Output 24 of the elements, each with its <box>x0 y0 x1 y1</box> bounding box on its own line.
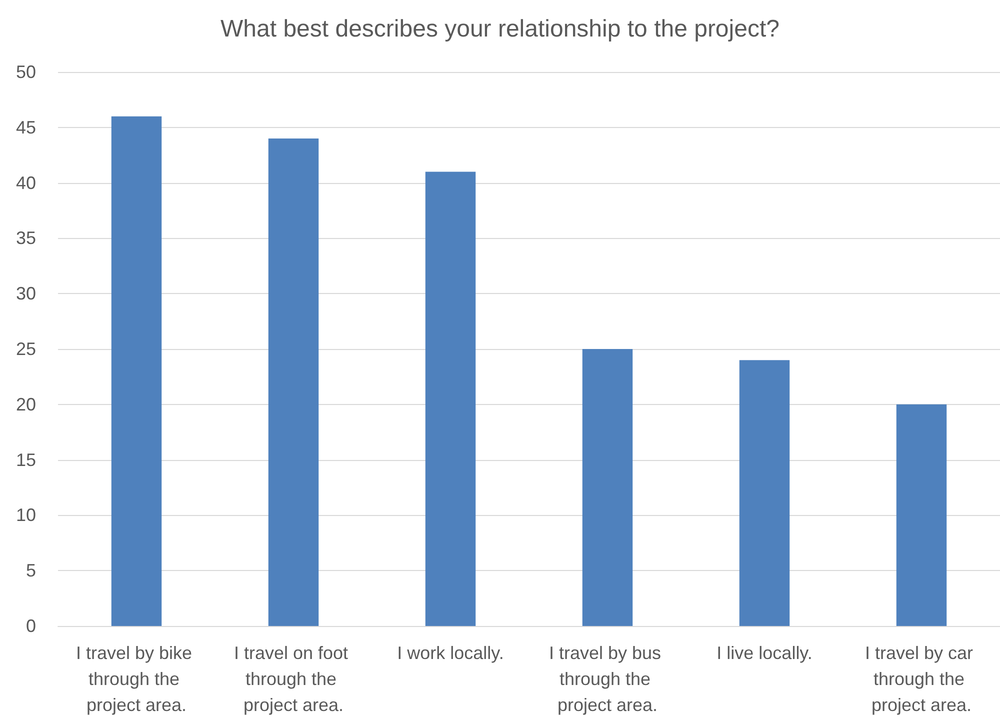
x-tick-label: I travel by bike through the project area. <box>76 643 198 715</box>
chart-title: What best describes your relationship to the project? <box>220 16 780 42</box>
y-tick-label: 35 <box>16 228 36 248</box>
y-tick-label: 5 <box>26 560 36 581</box>
bar <box>111 116 162 626</box>
x-tick-label: I travel on foot through the project area. <box>234 643 354 715</box>
x-tick-label: I work locally. <box>397 643 504 663</box>
y-tick-label: 30 <box>16 284 36 304</box>
y-tick-label: 25 <box>16 339 36 359</box>
y-tick-label: 10 <box>16 505 36 526</box>
bar <box>268 138 319 626</box>
y-tick-label: 45 <box>16 117 36 138</box>
y-tick-label: 40 <box>16 172 36 193</box>
x-tick-label: I live locally. <box>716 643 812 663</box>
bar <box>582 349 633 626</box>
y-tick-label: 0 <box>26 616 36 636</box>
bar <box>739 360 790 626</box>
bar <box>896 404 947 626</box>
y-tick-label: 20 <box>16 394 36 414</box>
bar <box>425 172 476 626</box>
x-tick-label: I travel by car through the project area. <box>864 643 978 715</box>
y-tick-label: 15 <box>16 450 36 470</box>
y-tick-label: 50 <box>16 62 36 82</box>
x-tick-label: I travel by bus through the project area. <box>548 643 666 715</box>
